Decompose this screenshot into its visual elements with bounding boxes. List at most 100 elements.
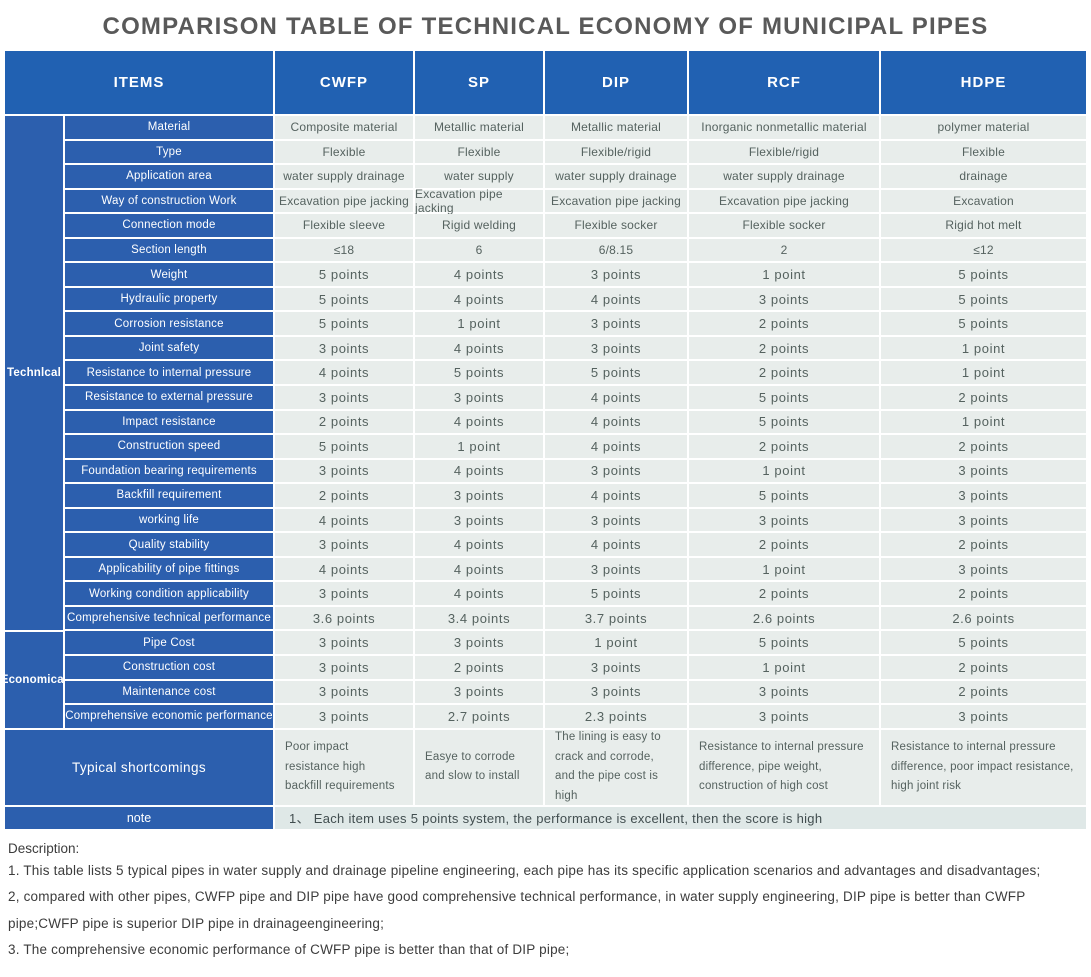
table-cell: 1 point	[415, 312, 545, 337]
row-label: Quality stability	[65, 533, 275, 558]
table-cell: 3 points	[275, 386, 415, 411]
table-cell: 3 points	[545, 336, 689, 362]
table-cell: 3 points	[275, 680, 415, 706]
table-cell: 2.7 points	[415, 705, 545, 730]
table-cell: 3 points	[689, 287, 881, 313]
row-label: Resistance to external pressure	[65, 386, 275, 411]
table-row: Section length ≤18 6 6/8.15 2 ≤12	[65, 238, 1086, 264]
shortcoming-cell: The lining is easy to crack and corrode,…	[545, 729, 689, 807]
table-row: Way of construction Work Excavation pipe …	[65, 187, 1086, 215]
table-body: Technlcal Economical Material Composite ma…	[1, 116, 1086, 730]
shortcomings-row: Typical shortcomings Poor impact resista…	[5, 729, 1086, 807]
row-label: Resistance to internal pressure	[65, 361, 275, 387]
row-label: Applicability of pipe fittings	[65, 557, 275, 583]
table-row: Backfill requirement 2 points 3 points 4 po…	[65, 484, 1086, 509]
table-cell: water supply	[415, 165, 545, 190]
table-cell: Rigid hot melt	[881, 214, 1086, 239]
table-cell: Flexible socker	[545, 214, 689, 239]
table-cell: 2 points	[881, 680, 1086, 706]
table-cell: 4 points	[545, 410, 689, 436]
table-cell: 4 points	[545, 386, 689, 411]
table-cell: 2.6 points	[689, 606, 881, 632]
group-column: Technlcal Economical	[1, 116, 67, 730]
table-cell: 5 points	[275, 312, 415, 337]
table-cell: 3 points	[275, 459, 415, 485]
table-cell: 3 points	[415, 386, 545, 411]
header-col-cwfp: CWFP	[275, 51, 415, 116]
group-label-technical: Technlcal	[5, 116, 65, 632]
table-row: Resistance to external pressure 3 points 3…	[65, 386, 1086, 411]
table-cell: Flexible socker	[689, 214, 881, 239]
table-cell: 5 points	[881, 287, 1086, 313]
table-cell: ≤18	[275, 238, 415, 264]
row-label: Weight	[65, 263, 275, 288]
table-cell: 3 points	[545, 459, 689, 485]
table-cell: Metallic material	[545, 116, 689, 141]
table-cell: 3 points	[545, 508, 689, 534]
table-cell: Inorganic nonmetallic material	[689, 116, 881, 141]
page-title: COMPARISON TABLE OF TECHNICAL ECONOMY OF…	[102, 13, 989, 40]
table-cell: 2 points	[689, 312, 881, 337]
table-cell: 4 points	[545, 435, 689, 460]
table-cell: 2.6 points	[881, 606, 1086, 632]
table-cell: 3.6 points	[275, 606, 415, 632]
table-cell: water supply drainage	[545, 165, 689, 190]
table-cell: 5 points	[545, 582, 689, 607]
table-cell: 2.3 points	[545, 705, 689, 730]
table-row: Pipe Cost 3 points 3 points 1 point 5 points…	[65, 631, 1086, 657]
table-row: Weight 5 points 4 points 3 points 1 point 5 p…	[65, 263, 1086, 288]
table-cell: Excavation pipe jacking	[545, 189, 689, 215]
table-cell: 3 points	[881, 508, 1086, 534]
table-cell: 2 points	[415, 656, 545, 681]
table-cell: 3 points	[545, 656, 689, 681]
table-cell: 1 point	[881, 410, 1086, 436]
table-cell: 4 points	[415, 533, 545, 558]
table-row: Comprehensive technical performance 3.6 p…	[65, 606, 1086, 632]
row-label: Connection mode	[65, 214, 275, 239]
table-cell: 2 points	[881, 582, 1086, 607]
table-cell: Flexible sleeve	[275, 214, 415, 239]
table-row: Comprehensive economic performance 3 poin…	[65, 705, 1086, 730]
table-cell: 2 points	[881, 386, 1086, 411]
row-label: Section length	[65, 238, 275, 264]
table-cell: 3 points	[881, 705, 1086, 730]
table-row: Corrosion resistance 5 points 1 point 3 poi…	[65, 312, 1086, 337]
note-text: 1、 Each item uses 5 points system, the p…	[275, 806, 1086, 831]
table-cell: 3 points	[415, 484, 545, 509]
table-row: Connection mode Flexible sleeve Rigid weld…	[65, 214, 1086, 239]
table-cell: 3 points	[275, 705, 415, 730]
description-line: 3. The comprehensive economic performanc…	[8, 941, 570, 957]
table-cell: 3 points	[881, 557, 1086, 583]
table-cell: Composite material	[275, 116, 415, 141]
table-cell: 3 points	[275, 656, 415, 681]
table-cell: 4 points	[415, 263, 545, 288]
row-label: Way of construction Work	[65, 189, 275, 215]
table-cell: 3.4 points	[415, 606, 545, 632]
table-cell: 2 points	[689, 533, 881, 558]
items-header: ITEMS	[5, 51, 275, 116]
table-cell: 4 points	[415, 336, 545, 362]
header-col-sp: SP	[415, 51, 545, 116]
table-cell: Metallic material	[415, 116, 545, 141]
table-cell: 4 points	[545, 287, 689, 313]
description: Description: 1. This table lists 5 typic…	[0, 831, 1091, 977]
row-label: Maintenance cost	[65, 680, 275, 706]
header-col-dip: DIP	[545, 51, 689, 116]
shortcoming-cell: Poor impact resistance high backfill req…	[275, 729, 415, 807]
rows: Material Composite material Metallic mater…	[65, 116, 1086, 730]
row-label: Material	[65, 116, 275, 141]
table-row: Applicability of pipe fittings 4 points 4 …	[65, 557, 1086, 583]
table-cell: Rigid welding	[415, 214, 545, 239]
table-cell: 2 points	[689, 361, 881, 387]
table-row: Quality stability 3 points 4 points 4 point…	[65, 533, 1086, 558]
table-row: Type Flexible Flexible Flexible/rigid Flexib…	[65, 140, 1086, 166]
row-label: Joint safety	[65, 336, 275, 362]
row-label: Working condition applicability	[65, 582, 275, 607]
table-cell: 4 points	[415, 410, 545, 436]
table-cell: 3 points	[275, 582, 415, 607]
table-cell: 1 point	[415, 435, 545, 460]
table-cell: 1 point	[689, 656, 881, 681]
table-cell: 5 points	[275, 435, 415, 460]
table-cell: 2 points	[689, 435, 881, 460]
header-col-rcf: RCF	[689, 51, 881, 116]
